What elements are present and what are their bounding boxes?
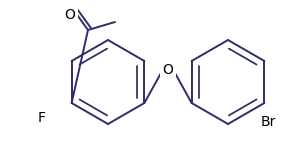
Text: F: F <box>38 111 46 125</box>
Text: Br: Br <box>260 115 276 129</box>
Text: O: O <box>163 63 173 77</box>
Text: O: O <box>65 8 75 22</box>
